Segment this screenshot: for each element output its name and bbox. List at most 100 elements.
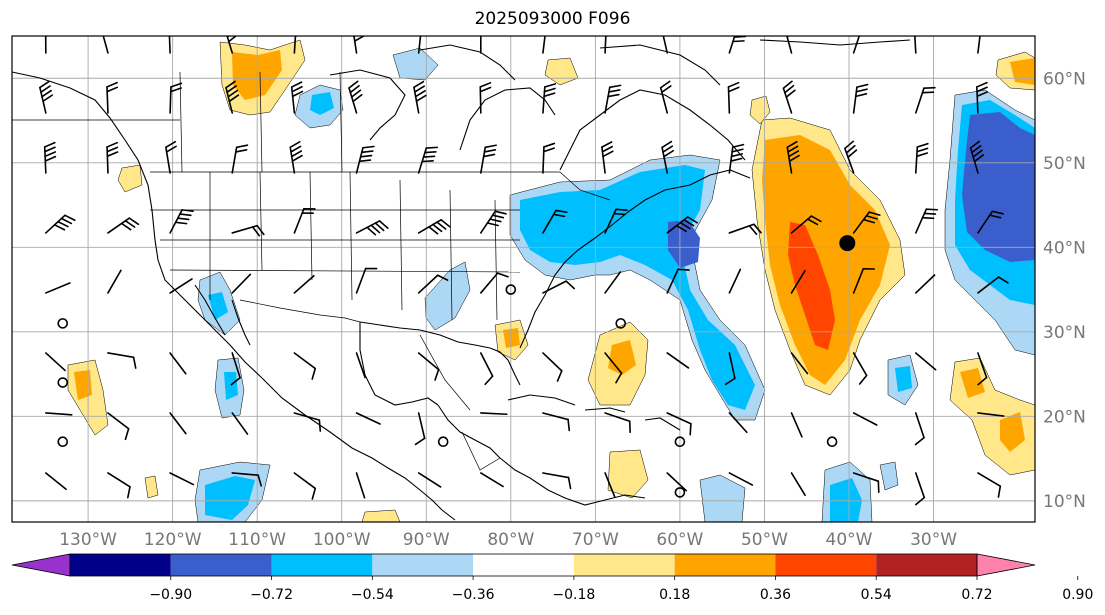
wind-barb [604,208,628,234]
longitude-label: 50°W [741,530,788,550]
positive-anomaly-region [749,95,771,125]
wind-barb [289,140,303,174]
colorbar-tick-label: −0.90 [149,587,192,603]
latitude-label: 40°N [1043,238,1086,258]
wind-barb [542,352,563,382]
calm-wind-marker [57,436,69,448]
wind-barb [355,267,378,294]
wind-barb [293,207,316,234]
wind-barb [231,273,252,294]
calm-wind-marker [826,436,838,448]
wind-barb [542,209,568,234]
wind-barb [914,86,936,114]
borders [12,71,611,471]
wind-barb [355,472,366,499]
wind-barb [542,412,571,432]
wind-barb [39,80,54,114]
latitude-label: 10°N [1043,492,1086,512]
wind-barb [480,412,508,416]
wind-barb [169,209,194,234]
wind-barb [844,140,858,174]
colorbar-tick-label: 0.36 [760,587,791,603]
wind-barb [226,36,238,54]
colorbar-segment [775,554,877,576]
wind-barb [542,36,546,54]
wind-barb [852,352,868,385]
positive-anomaly-region [361,509,401,522]
center-marker [839,235,856,252]
wind-barb [480,144,497,174]
wind-barb [45,472,67,491]
wind-barb [914,274,936,294]
wind-barb [976,81,989,114]
colorbar-segment [876,554,977,576]
colorbar-segment [170,554,272,576]
map-frame [11,35,1036,523]
wind-barb [977,412,1005,417]
calm-wind-marker [615,318,627,329]
longitude-label: 110°W [228,530,286,550]
wind-barb [542,472,572,490]
calm-wind-marker [437,436,449,448]
wind-barb [852,412,878,426]
wind-barb [231,412,249,435]
negative-anomaly-region [224,372,238,400]
wind-barb [790,269,806,294]
negative-anomaly-region [310,92,334,115]
wind-barb [165,140,177,174]
wind-barb [542,280,576,294]
positive-anomaly-region [144,475,159,499]
wind-barb [293,36,300,54]
wind-barb [169,352,187,375]
longitude-label: 90°W [403,530,450,550]
wind-barb [45,352,66,372]
wind-barb [604,412,631,434]
colorbar-tick-label: 0.18 [659,587,690,603]
wind-barb [969,140,985,174]
negative-anomaly-region [392,47,439,81]
wind-barb [107,472,131,499]
longitude-label: 40°W [826,530,873,550]
wind-barb [977,210,1004,234]
positive-anomaly-region [503,328,520,348]
wind-barb [666,216,698,234]
colorbar-tick-label: −0.72 [250,587,293,603]
wind-barb [662,36,669,54]
wind-barb [977,36,981,54]
wind-barb [169,412,187,435]
wind-barb [914,36,918,54]
calm-wind-marker [57,318,69,329]
wind-barb [728,223,762,236]
colorbar-tick-label: −0.18 [552,587,595,603]
wind-barb [293,412,322,432]
wind-barb [169,82,183,114]
wind-barb [852,36,861,54]
negative-anomaly-region [205,476,255,520]
wind-barb [790,215,822,234]
colorbar-extend-min [11,553,71,577]
wind-barb [604,352,623,384]
wind-barb [355,145,375,174]
calm-wind-marker [57,377,69,388]
longitude-label: 80°W [487,530,534,550]
colorbar: −0.90 −0.72 −0.54 −0.36 −0.18 0.18 0.36 0.54 0.7… [11,553,1093,603]
negative-anomaly-region [520,165,755,410]
wind-barb [45,412,73,416]
wind-barb [852,83,869,114]
wind-barb [542,142,556,174]
colorbar-segment [372,554,474,576]
wind-barb [601,141,614,174]
colorbar-tick-label: 0.72 [961,587,992,603]
negative-anomaly-region [208,292,228,320]
wind-barb [417,274,449,294]
wind-barb [727,81,740,114]
wind-barb [107,217,140,234]
wind-barb [290,81,304,114]
wind-barb [852,268,876,294]
wind-barb [44,36,49,54]
wind-barb [348,80,363,114]
wind-barb [417,218,451,235]
wind-barb [353,36,366,54]
wind-barb [355,412,381,425]
wind-barb [225,80,240,114]
